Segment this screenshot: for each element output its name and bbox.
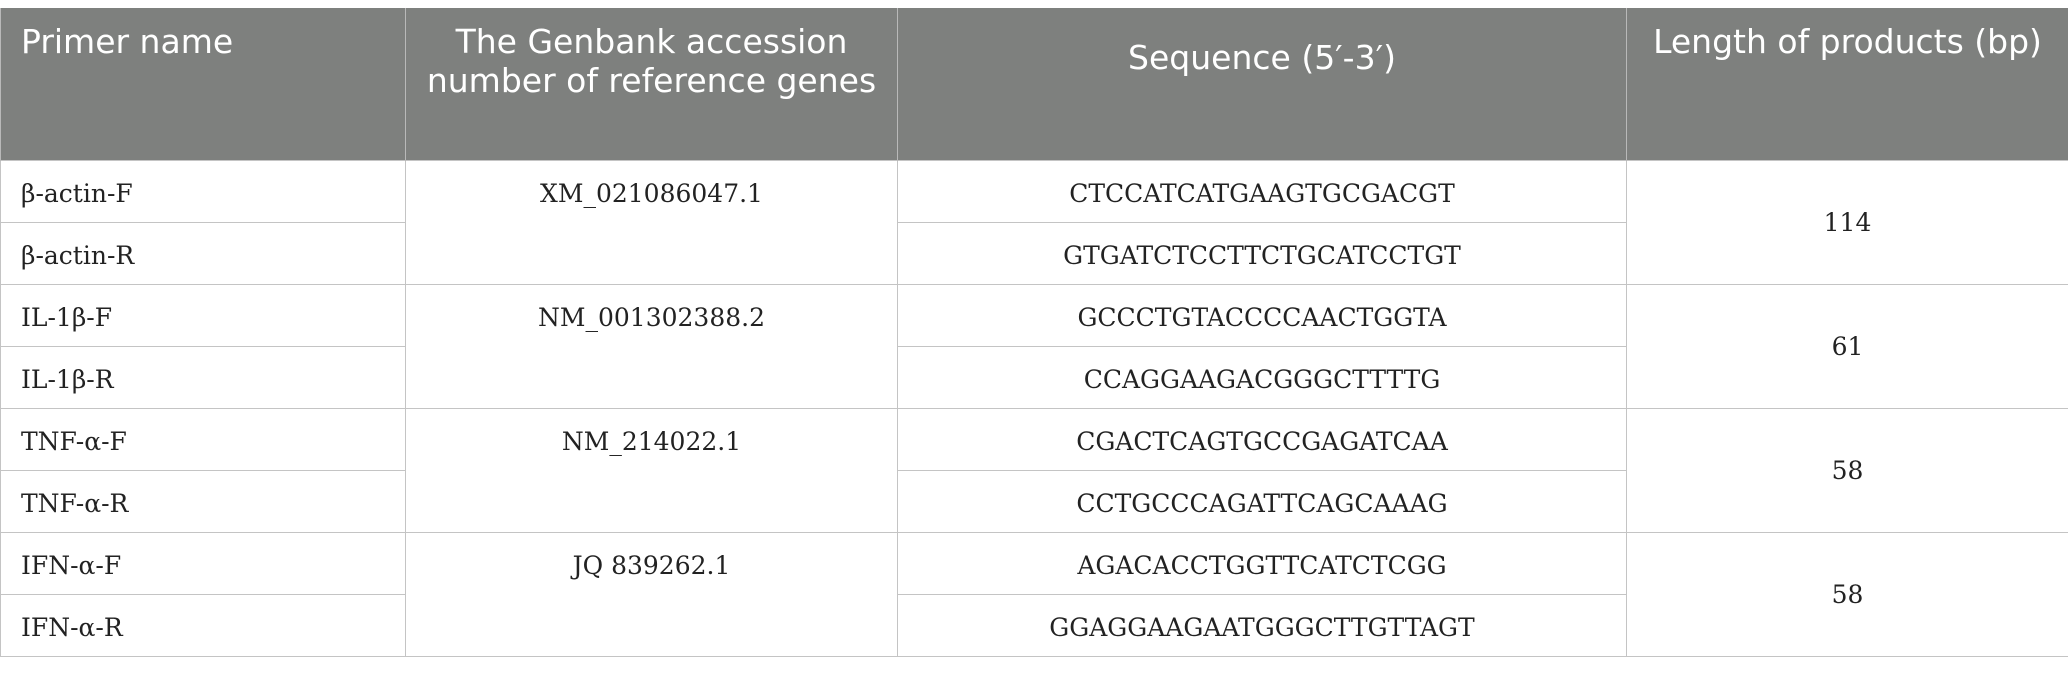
sequence-cell: CCTGCCCAGATTCAGCAAAG <box>897 469 1627 533</box>
accession-cell: XM_021086047.1 <box>405 159 898 285</box>
length-cell: 61 <box>1626 283 2068 409</box>
primer-name-cell: IFN-α-F <box>0 531 406 595</box>
primer-name-cell: IL-1β-F <box>0 283 406 347</box>
primer-name-cell: TNF-α-F <box>0 407 406 471</box>
table-row: β-actin-R GTGATCTCCTTCTGCATCCTGT <box>0 221 2068 285</box>
sequence-cell: GCCCTGTACCCCAACTGGTA <box>897 283 1627 347</box>
sequence-cell: CGACTCAGTGCCGAGATCAA <box>897 407 1627 471</box>
table-header: Primer name The Genbank accession number… <box>0 8 2068 160</box>
table-row: TNF-α-R CCTGCCCAGATTCAGCAAAG <box>0 469 2068 533</box>
accession-cell: JQ 839262.1 <box>405 531 898 657</box>
length-cell: 114 <box>1626 159 2068 285</box>
header-primer-name: Primer name <box>0 8 406 160</box>
length-cell: 58 <box>1626 531 2068 657</box>
accession-cell: NM_001302388.2 <box>405 283 898 409</box>
header-row: Primer name The Genbank accession number… <box>0 8 2068 160</box>
table-row: β-actin-F XM_021086047.1 CTCCATCATGAAGTG… <box>0 159 2068 285</box>
header-sequence: Sequence (5′-3′) <box>897 8 1627 160</box>
header-product-length: Length of products (bp) <box>1626 8 2068 160</box>
primer-name-cell: IL-1β-R <box>0 345 406 409</box>
table-row: IFN-α-F JQ 839262.1 AGACACCTGGTTCATCTCGG… <box>0 531 2068 657</box>
sequence-cell: CCAGGAAGACGGGCTTTTG <box>897 345 1627 409</box>
table-row: IL-1β-F NM_001302388.2 GCCCTGTACCCCAACTG… <box>0 283 2068 409</box>
table-row: TNF-α-F NM_214022.1 CGACTCAGTGCCGAGATCAA… <box>0 407 2068 533</box>
sequence-cell: CTCCATCATGAAGTGCGACGT <box>897 159 1627 223</box>
length-cell: 58 <box>1626 407 2068 533</box>
primer-table-container: Primer name The Genbank accession number… <box>0 8 2068 657</box>
primer-name-cell: IFN-α-R <box>0 593 406 657</box>
sequence-cell: GGAGGAAGAATGGGCTTGTTAGT <box>897 593 1627 657</box>
primer-name-cell: β-actin-F <box>0 159 406 223</box>
primer-table: Primer name The Genbank accession number… <box>0 8 2068 657</box>
accession-cell: NM_214022.1 <box>405 407 898 533</box>
table-row: IFN-α-R GGAGGAAGAATGGGCTTGTTAGT <box>0 593 2068 657</box>
table-body: β-actin-F XM_021086047.1 CTCCATCATGAAGTG… <box>0 159 2068 657</box>
header-genbank-accession: The Genbank accession number of referenc… <box>405 8 898 160</box>
sequence-cell: AGACACCTGGTTCATCTCGG <box>897 531 1627 595</box>
sequence-cell: GTGATCTCCTTCTGCATCCTGT <box>897 221 1627 285</box>
primer-name-cell: β-actin-R <box>0 221 406 285</box>
primer-name-cell: TNF-α-R <box>0 469 406 533</box>
